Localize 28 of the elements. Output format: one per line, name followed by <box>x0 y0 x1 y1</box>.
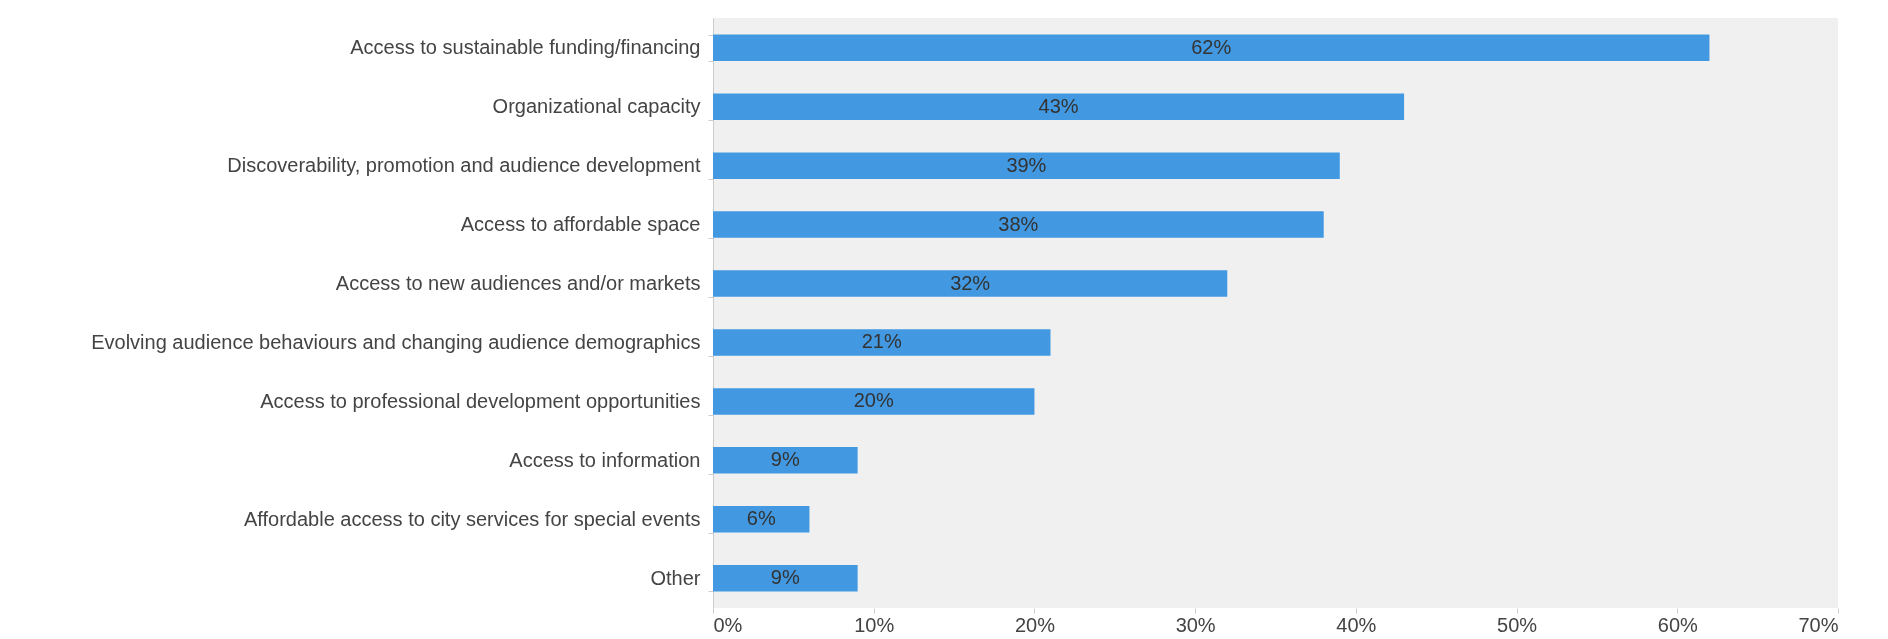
y-tick-label: Other <box>650 566 701 589</box>
y-tick-label: Access to information <box>509 448 701 471</box>
data-label: 32% <box>950 271 991 294</box>
y-tick-label: Discoverability, promotion and audience development <box>227 154 701 177</box>
x-tick-label: 60% <box>1657 613 1699 636</box>
x-tick-label: 40% <box>1336 613 1377 636</box>
y-tick-label: Access to new audiences and/or markets <box>335 272 701 295</box>
x-tick-label: 70% <box>1798 613 1839 636</box>
y-tick-label: Access to sustainable funding/financing <box>350 36 701 59</box>
data-label: 21% <box>861 330 902 353</box>
y-tick-label: Evolving audience behaviours and changing audience demographics <box>91 330 701 353</box>
x-tick-label: 0% <box>713 613 743 636</box>
data-label: 62% <box>1191 35 1232 58</box>
data-label: 9% <box>770 566 800 589</box>
data-label: 38% <box>998 212 1039 235</box>
data-label: 20% <box>853 389 894 412</box>
x-tick-label: 10% <box>854 613 895 636</box>
data-label: 9% <box>770 448 800 471</box>
x-tick-label: 50% <box>1497 613 1538 636</box>
data-label: 6% <box>746 507 776 530</box>
y-tick-label: Organizational capacity <box>492 95 701 118</box>
y-tick-label: Access to affordable space <box>460 213 701 236</box>
x-tick-label: 20% <box>1014 613 1056 636</box>
data-label: 43% <box>1038 94 1079 117</box>
y-tick-label: Access to professional development opportunities <box>260 389 701 412</box>
x-tick-label: 30% <box>1175 613 1216 636</box>
data-label: 39% <box>1006 153 1047 176</box>
y-tick-label: Affordable access to city services for special events <box>243 507 701 530</box>
